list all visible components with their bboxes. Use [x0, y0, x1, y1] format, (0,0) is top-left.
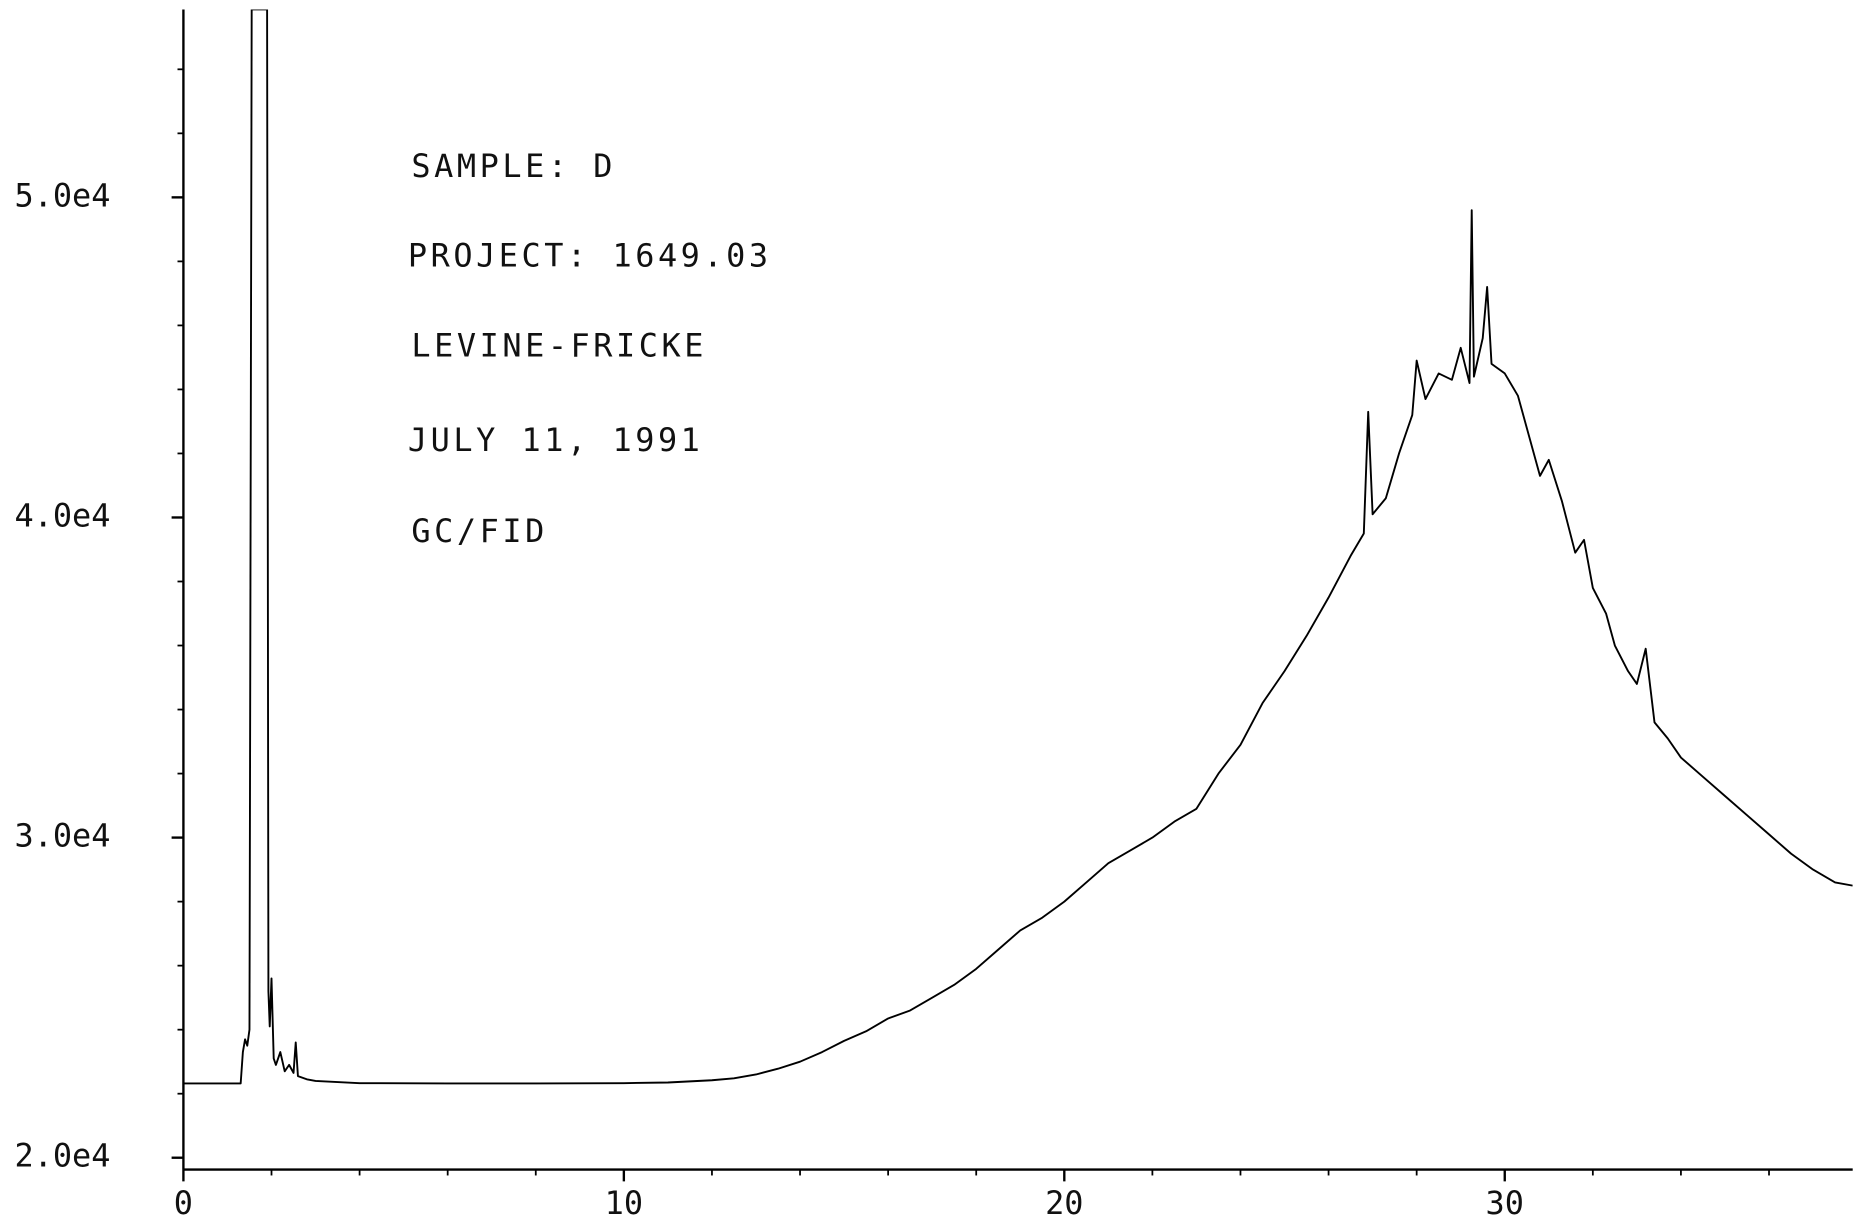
annotation: SAMPLE: D: [411, 147, 616, 185]
annotation: JULY 11, 1991: [408, 421, 704, 459]
x-tick-label: 30: [1486, 1184, 1524, 1218]
annotation: GC/FID: [411, 512, 547, 550]
y-tick-label: 5.0e4: [14, 176, 110, 214]
x-tick-label: 20: [1045, 1184, 1083, 1218]
y-tick-label: 3.0e4: [14, 817, 110, 855]
trace-line: [183, 9, 1853, 1085]
annotation: PROJECT: 1649.03: [408, 237, 772, 275]
y-tick-label: 4.0e4: [14, 496, 110, 534]
x-tick-label: 0: [174, 1184, 193, 1218]
annotation: LEVINE-FRICKE: [411, 326, 707, 364]
x-tick-label: 10: [605, 1184, 643, 1218]
y-tick-label: 2.0e4: [14, 1137, 110, 1175]
